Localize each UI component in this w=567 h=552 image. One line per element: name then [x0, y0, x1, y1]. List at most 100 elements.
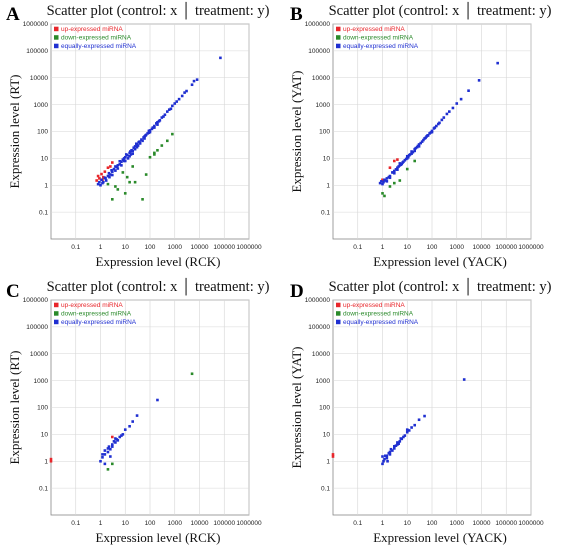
data-point: [106, 450, 110, 454]
data-point: [382, 459, 385, 463]
y-tick-label: 1000000: [305, 297, 331, 304]
data-point: [171, 104, 174, 108]
data-point: [397, 165, 400, 168]
scatter-panel-c: C Scatter plot (control: x │ treatment: y…: [6, 277, 270, 545]
series-down-expressed: [381, 159, 417, 198]
data-point: [445, 112, 449, 116]
data-point: [111, 170, 114, 173]
data-point: [433, 126, 437, 129]
x-tick-label: 1000: [450, 244, 465, 251]
data-point: [116, 164, 120, 167]
series-equally-expressed: [378, 61, 499, 186]
data-point: [424, 136, 427, 140]
data-point: [133, 147, 137, 151]
legend-entry: equally-expressed miRNA: [343, 43, 419, 50]
data-point: [413, 423, 417, 427]
x-axis-label: Expression level (YACK): [373, 530, 507, 545]
y-axis-label: Expression level (YAT): [289, 346, 304, 468]
data-point: [131, 420, 135, 423]
data-point: [112, 167, 116, 171]
data-point: [393, 181, 396, 185]
data-point: [95, 179, 98, 182]
data-point: [49, 459, 53, 463]
data-point: [116, 167, 120, 170]
series-up-expressed: [49, 435, 114, 463]
chart-title: Scatter plot (control: x │ treatment: y): [329, 277, 552, 296]
y-tick-label: 1000: [34, 378, 49, 385]
data-point: [141, 139, 144, 143]
legend-swatch: [336, 311, 341, 316]
data-point: [128, 154, 131, 158]
data-point: [405, 428, 409, 431]
data-point: [385, 180, 389, 183]
scatter-panel-d: D Scatter plot (control: x │ treatment: y…: [289, 277, 552, 545]
data-point: [101, 456, 104, 459]
y-axis-label: Expression level (RT): [7, 350, 22, 464]
data-point: [185, 89, 188, 93]
y-tick-label: 0.1: [39, 485, 48, 492]
data-point: [126, 157, 130, 160]
data-point: [387, 451, 391, 455]
y-tick-label: 100: [37, 129, 48, 136]
data-point: [112, 440, 116, 443]
panel-letter: C: [6, 281, 20, 302]
data-point: [331, 455, 335, 458]
data-point: [151, 126, 155, 129]
data-point: [115, 438, 118, 441]
y-tick-label: 10: [323, 432, 331, 439]
data-point: [155, 122, 158, 125]
data-point: [120, 160, 123, 164]
data-point: [160, 144, 164, 147]
data-point: [380, 180, 383, 183]
data-point: [156, 398, 159, 402]
data-point: [138, 142, 142, 145]
data-point: [396, 168, 399, 171]
data-point: [410, 152, 413, 155]
data-point: [104, 179, 108, 182]
data-point: [331, 453, 335, 456]
legend-swatch: [54, 35, 59, 40]
y-tick-label: 1: [44, 182, 48, 189]
y-tick-label: 1000: [316, 102, 331, 109]
data-point: [398, 440, 402, 443]
data-point: [133, 145, 137, 148]
data-point: [141, 198, 144, 201]
data-point: [165, 110, 169, 113]
data-point: [128, 424, 131, 428]
data-point: [120, 164, 123, 167]
data-point: [477, 79, 481, 82]
x-tick-label: 10000: [190, 520, 208, 527]
data-point: [131, 149, 135, 153]
data-point: [384, 454, 387, 458]
data-point: [399, 437, 403, 440]
data-point: [125, 175, 129, 179]
y-tick-label: 100: [37, 405, 48, 412]
data-point: [385, 456, 389, 460]
data-point: [108, 175, 111, 179]
y-tick-label: 1: [326, 458, 330, 465]
data-point: [121, 433, 125, 436]
data-point: [150, 127, 154, 131]
data-point: [123, 428, 127, 431]
x-tick-label: 1000: [450, 520, 465, 527]
data-point: [175, 100, 179, 103]
data-point: [136, 144, 140, 147]
data-point: [153, 124, 156, 128]
data-point: [177, 97, 181, 101]
data-point: [392, 171, 395, 174]
data-point: [381, 178, 384, 182]
data-point: [447, 110, 451, 113]
data-point: [111, 198, 114, 201]
data-point: [111, 443, 114, 446]
data-point: [399, 163, 403, 167]
legend-entry: down-expressed miRNA: [343, 35, 414, 42]
data-point: [103, 449, 107, 452]
x-tick-label: 1000: [168, 244, 183, 251]
legend-entry: down-expressed miRNA: [61, 311, 132, 318]
scatter-panel-b: B Scatter plot (control: x │ treatment: y…: [289, 1, 552, 269]
x-tick-label: 0.1: [353, 244, 362, 251]
legend-swatch: [54, 43, 59, 49]
data-point: [118, 435, 122, 439]
data-point: [147, 129, 151, 133]
data-point: [122, 157, 126, 160]
